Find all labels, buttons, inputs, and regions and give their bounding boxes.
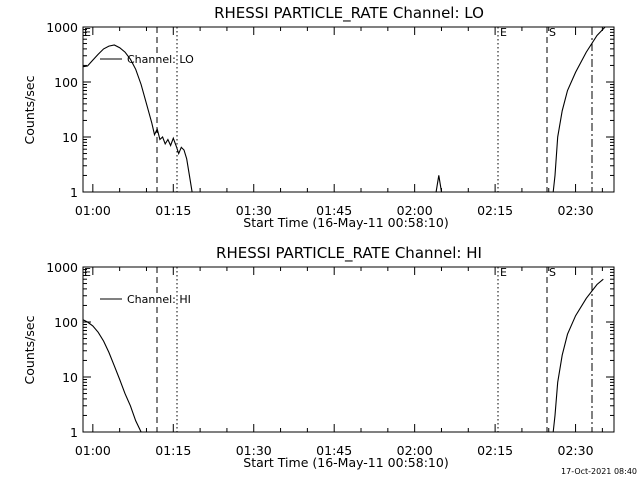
series-line-segment [552, 278, 604, 433]
chart-title: RHESSI PARTICLE_RATE Channel: LO [214, 4, 484, 23]
event-marker-label: E [84, 26, 91, 39]
event-marker-label: S [549, 26, 556, 39]
x-tick-label: 02:30 [558, 443, 594, 458]
x-tick-label: 02:00 [397, 443, 433, 458]
y-tick-label: 100 [54, 315, 78, 330]
x-tick-label: 01:15 [155, 443, 191, 458]
plot-frame [82, 266, 615, 433]
plot-frame [82, 26, 615, 193]
x-tick-label: 01:15 [155, 203, 191, 218]
y-tick-label: 1000 [46, 20, 78, 35]
x-tick-label: 01:00 [75, 443, 111, 458]
y-tick-label: 10 [62, 130, 78, 145]
series-line-segment [82, 319, 142, 433]
x-tick-label: 02:30 [558, 203, 594, 218]
y-axis-label: Counts/sec [22, 315, 37, 384]
chart-panel-hi: RHESSI PARTICLE_RATE Channel: HI 1 10 100 10… [22, 244, 615, 470]
event-marker-label: E [84, 266, 91, 279]
y-tick-label: 1000 [46, 260, 78, 275]
event-marker-label: S [549, 266, 556, 279]
y-axis-label: Counts/sec [22, 75, 37, 144]
x-tick-label: 01:30 [236, 443, 272, 458]
x-tick-label: 02:15 [477, 443, 513, 458]
y-tick-label: 1 [70, 425, 78, 440]
event-marker-label: E [500, 26, 507, 39]
x-tick-label: 02:15 [477, 203, 513, 218]
print-timestamp: 17-Oct-2021 08:40 [561, 467, 637, 476]
y-tick-label: 1 [70, 185, 78, 200]
series-line-segment [82, 44, 193, 193]
chart-panel-lo: RHESSI PARTICLE_RATE Channel: LO 1 10 100 10… [22, 4, 615, 230]
legend-label: Channel: LO [127, 53, 194, 66]
x-tick-label: 02:00 [397, 203, 433, 218]
legend-label: Channel: HI [127, 293, 191, 306]
event-marker-label: E [500, 266, 507, 279]
series-line-segment [552, 26, 606, 193]
series-line-segment [435, 175, 443, 193]
chart-title: RHESSI PARTICLE_RATE Channel: HI [216, 244, 482, 263]
y-tick-label: 10 [62, 370, 78, 385]
x-tick-label: 01:45 [316, 443, 352, 458]
x-tick-label: 01:45 [316, 203, 352, 218]
x-axis-label: Start Time (16-May-11 00:58:10) [243, 215, 448, 230]
y-tick-label: 100 [54, 75, 78, 90]
x-tick-label: 01:00 [75, 203, 111, 218]
x-axis-label: Start Time (16-May-11 00:58:10) [243, 455, 448, 470]
x-tick-label: 01:30 [236, 203, 272, 218]
